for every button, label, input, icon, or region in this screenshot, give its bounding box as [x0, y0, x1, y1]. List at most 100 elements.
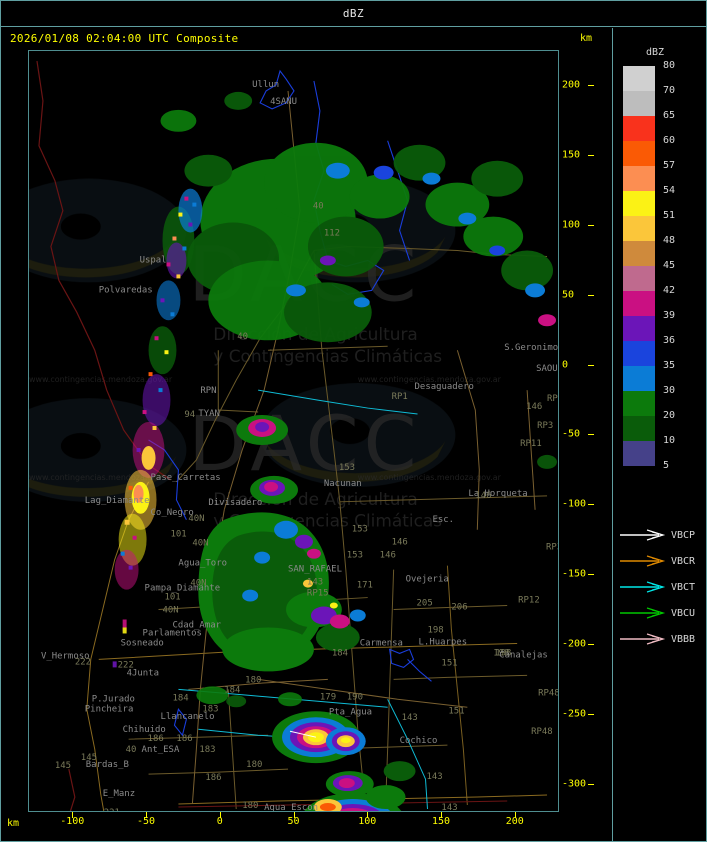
radar-map-frame[interactable]: DACC DACC Dirección de Agricultura y Con… [28, 50, 559, 812]
map-label: RP48 [538, 688, 558, 698]
vector-legend-row: VBCR [619, 548, 707, 574]
arrow-icon [620, 607, 665, 619]
map-label: La_Horqueta [468, 489, 527, 499]
vector-legend-row: VBCU [619, 600, 707, 626]
y-axis-tick [588, 294, 594, 296]
watermark-url-1: www.contingencias.mendoza.gov.ar [29, 375, 173, 384]
map-label: Uspal [140, 255, 167, 265]
map-label: Pta_Agua [329, 707, 372, 717]
map-label: RP1 [392, 392, 408, 402]
map-label: 40N [162, 606, 178, 616]
y-axis-tick-label: -100 [562, 498, 587, 510]
colorbar-swatch [623, 91, 655, 116]
map-label: Pincheira [85, 704, 134, 714]
map-label: 206 [451, 603, 467, 613]
map-label: RP11 [520, 439, 542, 449]
colorbar-swatch [623, 341, 655, 366]
map-label: 112 [324, 229, 340, 239]
y-axis-tick-label: 200 [562, 79, 581, 91]
map-label: 183 [202, 704, 218, 714]
map-label: 186 [205, 773, 221, 783]
map-label: 205 [417, 599, 433, 609]
colorbar-swatch [623, 391, 655, 416]
window-title-bar: dBZ [1, 1, 706, 27]
x-axis-tick [514, 812, 516, 818]
x-axis-tick [219, 812, 221, 818]
vector-legend: VBCP VBCR VBCT VBCU VBBB [619, 522, 707, 652]
colorbar-level-label: 39 [663, 310, 676, 321]
map-label: 180 [245, 675, 261, 685]
map-label: 151 [448, 706, 464, 716]
watermark-url-2: www.contingencias.mendoza.gov.ar [358, 375, 502, 384]
boundary-layer [36, 60, 548, 811]
map-label: 183 [199, 745, 215, 755]
vector-legend-label: VBCT [671, 581, 696, 593]
y-axis-tick [588, 574, 594, 576]
map-label: 101 [164, 593, 180, 603]
map-label-layer: Ullun 4SANU Uspal Polvaredas S.Geronimo SAOU D… [41, 80, 558, 811]
y-axis-tick [588, 644, 594, 646]
y-axis-tick [588, 784, 594, 786]
map-label: 186 [176, 734, 192, 744]
map-label: 190 [347, 692, 363, 702]
x-axis-tick-label: -50 [136, 816, 156, 827]
colorbar-level-label: 80 [663, 60, 676, 71]
map-label: Esc. [432, 515, 454, 525]
colorbar-swatch [623, 266, 655, 291]
map-label: V_Hermoso [41, 651, 90, 661]
map-label: 4SANU [270, 97, 297, 107]
map-label: Ullun [252, 80, 279, 90]
map-label: 179 [320, 692, 336, 702]
colorbar-title: dBZ [646, 47, 665, 58]
colorbar-swatch [623, 441, 655, 466]
map-label: Polvaredas [99, 285, 153, 295]
map-label: Pase_Carretas [151, 473, 221, 483]
map-label: Desaguadero [415, 382, 474, 392]
map-label: 184 [224, 685, 240, 695]
x-axis-tick-label: -100 [60, 816, 85, 827]
map-label: Divisadero [208, 498, 262, 508]
x-axis-tick-label: 200 [505, 816, 524, 827]
map-label: Ant_ESA [142, 745, 180, 755]
map-label: RP15 [307, 589, 329, 599]
map-label: 180 [242, 801, 258, 811]
map-label: RP3 [546, 543, 558, 553]
map-label: RP48 [531, 727, 553, 737]
map-label: 101 [170, 530, 186, 540]
x-axis-unit-label: km [7, 818, 20, 829]
x-axis-tick-label: 100 [358, 816, 377, 827]
map-label: 40 [313, 202, 324, 212]
map-label: Llancanelo [161, 712, 215, 722]
map-label: 143 [307, 578, 323, 588]
window-title: dBZ [342, 7, 365, 20]
colorbar-swatch [623, 66, 655, 91]
map-label: Nacunan [324, 479, 362, 489]
colorbar-level-label: 70 [663, 85, 676, 96]
colorbar-level-label: 42 [663, 285, 676, 296]
watermark-line2-a: y Contingencias Climáticas [213, 346, 442, 366]
map-label: Cochico [400, 736, 438, 746]
colorbar-level-label: 65 [663, 110, 676, 121]
map-label: Lag_Diamante [85, 496, 150, 506]
map-label: Carmensa [360, 638, 403, 648]
storm-vector-layer [289, 730, 317, 738]
map-label: Co_Negro [151, 508, 194, 518]
colorbar-swatch [623, 141, 655, 166]
map-label: RPN [200, 386, 216, 396]
timestamp-bar: 2026/01/08 02:04:00 UTC Composite km [2, 28, 610, 52]
reflectivity-layer [112, 91, 558, 811]
map-label: 145 [55, 761, 71, 771]
radar-map-canvas[interactable]: DACC DACC Dirección de Agricultura y Con… [29, 51, 558, 811]
arrow-icon [620, 555, 665, 567]
colorbar-level-label: 45 [663, 260, 676, 271]
colorbar-level-label: 10 [663, 435, 676, 446]
map-label: 146 [380, 551, 396, 561]
map-label: 40 [126, 745, 137, 755]
colorbar-swatch [623, 291, 655, 316]
map-label: 184 [172, 693, 188, 703]
vector-legend-label: VBCP [671, 529, 696, 541]
x-axis-tick [146, 812, 147, 818]
timestamp-label: 2026/01/08 02:04:00 UTC Composite [10, 32, 239, 45]
colorbar-swatch [623, 166, 655, 191]
